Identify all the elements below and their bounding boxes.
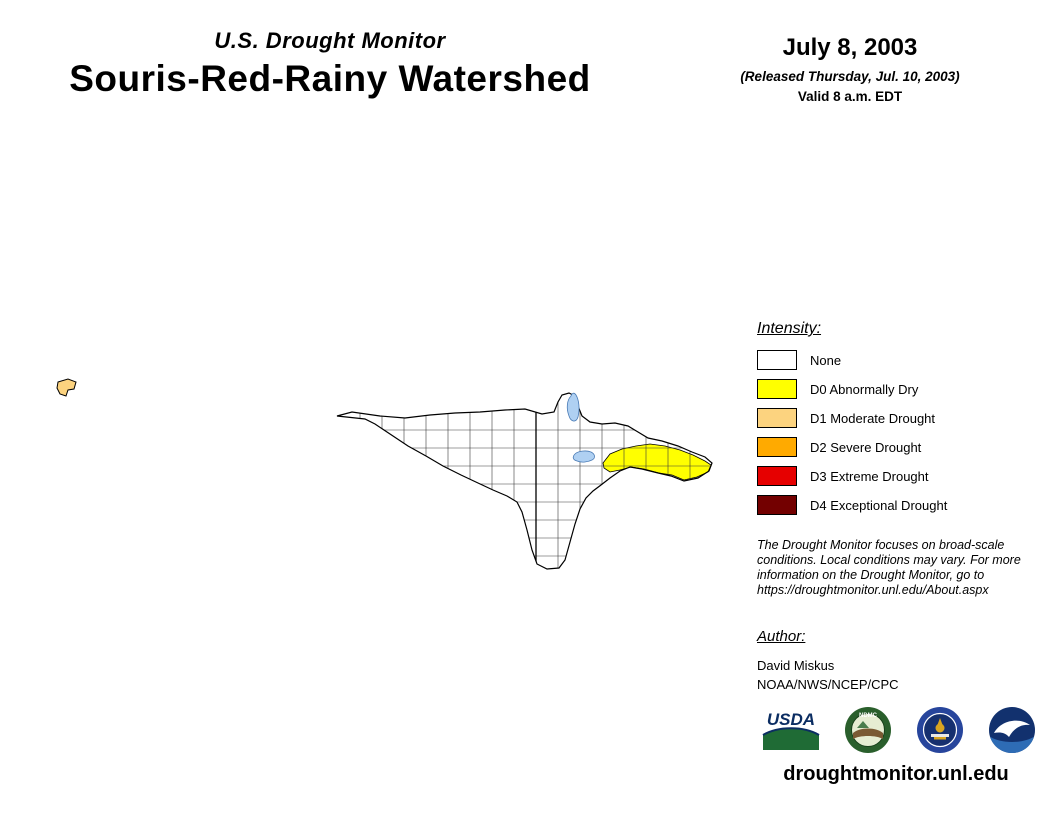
release-date: (Released Thursday, Jul. 10, 2003) [740, 69, 960, 84]
author-name: David Miskus [757, 658, 835, 673]
map-date: July 8, 2003 [782, 34, 918, 61]
legend-label: D4 Exceptional Drought [810, 497, 948, 513]
legend-swatch-d2 [757, 437, 797, 457]
footer-url: droughtmonitor.unl.edu [783, 763, 1009, 785]
legend-swatch-d1 [757, 408, 797, 428]
legend-swatch-d0 [757, 379, 797, 399]
legend-swatch-d3 [757, 466, 797, 486]
page-title: Souris-Red-Rainy Watershed [69, 58, 591, 99]
legend-swatch-d4 [757, 495, 797, 515]
legend-label: D1 Moderate Drought [810, 410, 936, 426]
legend: Intensity: None D0 Abnormally Dry D1 Mod… [757, 320, 947, 524]
date-block: July 8, 2003 (Released Thursday, Jul. 10… [700, 34, 1000, 104]
ndmc-logo-text: NDMC [859, 713, 878, 719]
legend-label: D3 Extreme Drought [810, 468, 929, 484]
legend-label: None [810, 352, 842, 368]
valid-time: Valid 8 a.m. EDT [797, 89, 903, 104]
watershed-map [56, 378, 713, 570]
central-lakes [572, 450, 595, 463]
legend-item-d4: D4 Exceptional Drought [757, 495, 947, 515]
usda-logo-text: USDA [767, 710, 815, 729]
watershed-body [337, 393, 712, 569]
noaa-logo [988, 706, 1036, 754]
watershed-outline [336, 392, 713, 570]
legend-heading: Intensity: [757, 320, 822, 337]
logo-row: USDA NDMC [762, 706, 1036, 754]
ndmc-logo: NDMC [844, 706, 892, 754]
legend-swatch-none [757, 350, 797, 370]
legend-item-d2: D2 Severe Drought [757, 437, 947, 457]
legend-item-none: None [757, 350, 947, 370]
legend-label: D0 Abnormally Dry [810, 381, 919, 397]
author-org: NOAA/NWS/NCEP/CPC [757, 677, 899, 692]
legend-label: D2 Severe Drought [810, 439, 922, 455]
commerce-seal-logo [916, 706, 964, 754]
disclaimer-text: The Drought Monitor focuses on broad-sca… [757, 538, 1021, 597]
usda-logo: USDA [762, 708, 820, 752]
legend-item-d1: D1 Moderate Drought [757, 408, 947, 428]
author-block: Author: David Miskus NOAA/NWS/NCEP/CPC [757, 628, 899, 694]
west-d1-fragment [56, 378, 77, 397]
north-lake [566, 392, 580, 422]
legend-item-d0: D0 Abnormally Dry [757, 379, 947, 399]
legend-item-d3: D3 Extreme Drought [757, 466, 947, 486]
title-block: U.S. Drought Monitor Souris-Red-Rainy Wa… [0, 28, 660, 100]
author-heading: Author: [757, 628, 806, 645]
program-title: U.S. Drought Monitor [214, 28, 446, 53]
